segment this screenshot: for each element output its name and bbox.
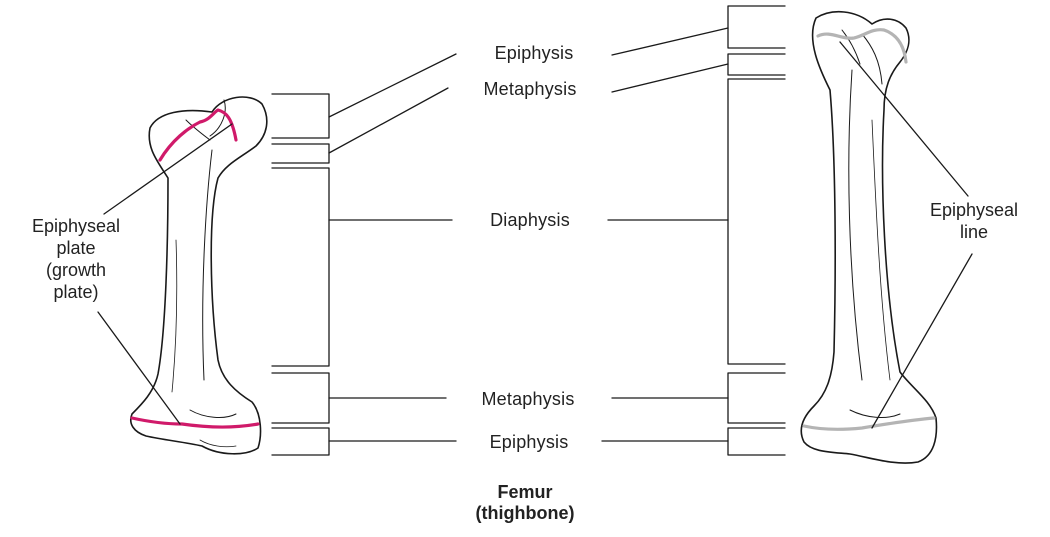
left-bracket-metaphysis-top (271, 143, 330, 164)
right-bracket-diaphysis (727, 78, 786, 365)
label-epiphysis-bottom: Epiphysis (483, 432, 575, 452)
line-label-line-2: line (959, 222, 989, 242)
line-label-line-1: Epiphyseal (929, 200, 1019, 220)
plate-label-line-2: plate (56, 238, 96, 258)
right-bracket-epiphysis-top (727, 5, 786, 49)
label-epiphyseal-plate: Epiphyseal plate (growth plate) (6, 215, 146, 303)
label-epiphysis-top: Epiphysis (488, 43, 580, 63)
caption-subtitle: (thighbone) (475, 503, 575, 523)
left-bracket-epiphysis-top (271, 93, 330, 139)
left-bracket-epiphysis-bottom (271, 427, 330, 456)
right-femur-outline (800, 10, 938, 464)
plate-label-line-1: Epiphyseal (31, 216, 121, 236)
right-bracket-metaphysis-bottom (727, 372, 786, 424)
figure-caption: Femur (thighbone) (476, 482, 575, 524)
left-growth-plate-upper (158, 108, 238, 162)
right-epiphyseal-line-upper (816, 28, 908, 64)
label-epiphyseal-line: Epiphyseal line (904, 199, 1044, 243)
plate-label-line-4: plate) (53, 282, 99, 302)
label-metaphysis-top: Metaphysis (477, 79, 583, 99)
right-brackets (727, 5, 786, 456)
plate-label-line-3: (growth (45, 260, 107, 280)
right-femur (800, 10, 938, 464)
right-bracket-metaphysis-top (727, 53, 786, 76)
left-bracket-diaphysis (271, 167, 330, 367)
left-femur-outline (130, 96, 268, 455)
right-bracket-epiphysis-bottom (727, 427, 786, 456)
left-femur (130, 96, 268, 455)
left-bracket-metaphysis-bottom (271, 372, 330, 424)
left-brackets (271, 93, 330, 456)
right-epiphyseal-line-lower (802, 416, 936, 431)
leader-lines (97, 27, 973, 442)
left-growth-plate-lower (130, 416, 260, 429)
label-diaphysis: Diaphysis (484, 210, 576, 230)
caption-title: Femur (497, 482, 553, 502)
label-metaphysis-bottom: Metaphysis (475, 389, 581, 409)
